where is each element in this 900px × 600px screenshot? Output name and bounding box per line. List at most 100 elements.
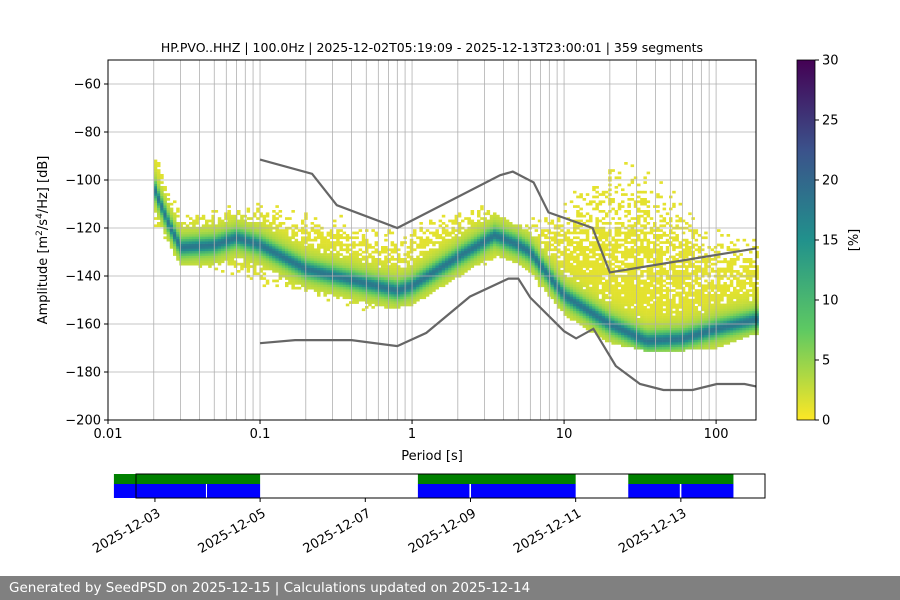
heatmap-cell	[253, 231, 257, 235]
heatmap-cell	[301, 284, 305, 288]
heatmap-cell	[521, 246, 526, 249]
heatmap-cell	[246, 267, 251, 271]
heatmap-cell	[557, 238, 561, 242]
heatmap-cell	[595, 246, 599, 249]
heatmap-cell	[710, 330, 715, 333]
heatmap-cell	[681, 282, 686, 285]
heatmap-cell	[643, 296, 647, 300]
heatmap-cell	[569, 258, 574, 261]
heatmap-cell	[387, 286, 391, 290]
heatmap-cell	[627, 183, 631, 187]
heatmap-cell	[601, 193, 606, 196]
heatmap-cell	[153, 207, 158, 211]
heatmap-cell	[637, 217, 641, 220]
heatmap-cell	[483, 234, 487, 237]
heatmap-cell	[637, 320, 641, 324]
heatmap-cell	[339, 246, 343, 249]
heatmap-cell	[601, 210, 606, 213]
heatmap-cell	[617, 260, 622, 264]
heatmap-cell	[201, 255, 206, 259]
heatmap-cell	[265, 238, 270, 242]
heatmap-cell	[713, 315, 718, 319]
heatmap-cell	[662, 332, 667, 336]
heatmap-cell	[509, 238, 513, 242]
heatmap-cell	[505, 246, 510, 249]
heatmap-cell	[281, 255, 286, 259]
heatmap-cell	[374, 279, 379, 283]
heatmap-cell	[377, 258, 382, 261]
heatmap-cell	[569, 310, 574, 314]
heatmap-cell	[336, 277, 340, 280]
heatmap-cell	[448, 243, 452, 247]
heatmap-cell	[557, 289, 561, 292]
heatmap-cell	[573, 260, 577, 264]
heatmap-cell	[675, 327, 679, 331]
heatmap-cell	[611, 289, 615, 292]
heatmap-cell	[345, 272, 350, 276]
heatmap-cell	[665, 277, 670, 280]
heatmap-cell	[531, 246, 535, 249]
heatmap-cell	[182, 262, 187, 266]
heatmap-cell	[624, 339, 628, 343]
heatmap-cell	[598, 258, 603, 261]
heatmap-cell	[697, 250, 702, 254]
heatmap-cell	[419, 296, 423, 300]
heatmap-cell	[589, 296, 593, 300]
heatmap-cell	[563, 282, 567, 285]
heatmap-cell	[413, 270, 417, 273]
heatmap-cell	[653, 344, 657, 348]
heatmap-cell	[672, 296, 676, 300]
heatmap-cell	[422, 250, 427, 254]
heatmap-cell	[585, 202, 590, 206]
heatmap-cell	[672, 298, 676, 302]
heatmap-cell	[176, 246, 180, 249]
heatmap-cell	[336, 236, 340, 240]
heatmap-cell	[502, 217, 507, 220]
heatmap-cell	[560, 294, 564, 297]
heatmap-cell	[432, 267, 436, 271]
heatmap-cell	[563, 236, 567, 240]
heatmap-cell	[464, 250, 468, 254]
heatmap-cell	[665, 246, 670, 249]
heatmap-cell	[281, 262, 286, 266]
heatmap-cell	[640, 294, 644, 297]
heatmap-cell	[237, 262, 241, 266]
heatmap-cell	[617, 318, 622, 321]
heatmap-cell	[640, 301, 644, 304]
heatmap-cell	[157, 190, 161, 194]
heatmap-cell	[601, 270, 606, 273]
heatmap-cell	[624, 248, 628, 252]
heatmap-cell	[326, 291, 331, 295]
heatmap-cell	[211, 210, 215, 213]
heatmap-cell	[493, 219, 497, 223]
heatmap-cell	[617, 334, 622, 338]
heatmap-cell	[387, 282, 391, 285]
heatmap-cell	[294, 270, 299, 273]
heatmap-cell	[365, 294, 369, 297]
heatmap-cell	[160, 214, 164, 218]
heatmap-cell	[659, 277, 663, 280]
heatmap-cell	[384, 262, 388, 266]
heatmap-cell	[713, 286, 718, 290]
heatmap-cell	[675, 236, 679, 240]
heatmap-cell	[169, 217, 174, 220]
heatmap-cell	[573, 315, 577, 319]
heatmap-cell	[195, 222, 199, 225]
heatmap-cell	[278, 246, 283, 249]
heatmap-cell	[192, 222, 196, 225]
heatmap-cell	[614, 308, 619, 312]
heatmap-cell	[643, 250, 647, 254]
heatmap-cell	[710, 279, 715, 283]
heatmap-cell	[230, 262, 235, 266]
heatmap-cell	[637, 282, 641, 285]
heatmap-cell	[278, 214, 283, 218]
heatmap-cell	[579, 318, 583, 321]
heatmap-cell	[637, 284, 641, 288]
heatmap-cell	[579, 298, 583, 302]
heatmap-cell	[681, 342, 686, 345]
heatmap-cell	[617, 332, 622, 336]
heatmap-cell	[173, 248, 177, 252]
heatmap-cell	[595, 219, 599, 223]
heatmap-cell	[656, 234, 660, 237]
heatmap-cell	[614, 265, 619, 268]
